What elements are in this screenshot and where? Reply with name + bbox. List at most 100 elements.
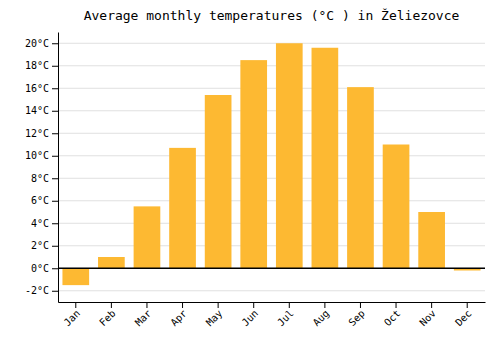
y-tick-label: 18°C bbox=[25, 60, 49, 71]
y-tick-label: 20°C bbox=[25, 38, 49, 49]
x-tick: Sep bbox=[346, 302, 367, 328]
x-tick-mark bbox=[253, 302, 254, 308]
x-tick-mark bbox=[218, 302, 219, 308]
y-tick-label: 2°C bbox=[31, 240, 49, 251]
title: Average monthly temperatures (°C ) in Že… bbox=[84, 8, 460, 23]
y-tick: 4°C bbox=[31, 218, 58, 229]
bar bbox=[383, 145, 410, 269]
zero-line bbox=[58, 268, 485, 270]
y-tick: 10°C bbox=[25, 150, 58, 161]
plot: -2°C 0°C 2°C 4°C 6°C 8°C 10°C 12°C 14°C 16°C 18°C 2… bbox=[25, 33, 486, 329]
x-tick-mark bbox=[431, 302, 432, 308]
y-tick-label: -2°C bbox=[25, 285, 49, 296]
y-tick-mark bbox=[52, 88, 58, 89]
y-tick-mark bbox=[52, 156, 58, 157]
x-tick-label: Oct bbox=[382, 308, 403, 329]
grid-line bbox=[58, 200, 485, 201]
x-tick-mark bbox=[75, 302, 76, 308]
y-tick-mark bbox=[52, 178, 58, 179]
bar bbox=[205, 95, 232, 268]
x-tick: Aug bbox=[311, 302, 332, 328]
bar bbox=[240, 60, 267, 268]
grid-line bbox=[58, 268, 485, 269]
y-tick: 12°C bbox=[25, 128, 58, 139]
x-tick-mark bbox=[111, 302, 112, 308]
y-tick-label: 0°C bbox=[31, 263, 49, 274]
y-tick-mark bbox=[52, 111, 58, 112]
x-tick-label: Jul bbox=[275, 308, 296, 329]
y-axis: -2°C 0°C 2°C 4°C 6°C 8°C 10°C 12°C 14°C 16°C 18°C 2… bbox=[25, 33, 59, 303]
x-tick-label: Jan bbox=[62, 308, 83, 329]
x-tick: May bbox=[204, 302, 225, 328]
x-tick-label: May bbox=[204, 308, 225, 329]
x-tick-mark bbox=[146, 302, 147, 308]
x-tick-mark bbox=[360, 302, 361, 308]
x-tick-label: Jun bbox=[240, 308, 261, 329]
x-tick-mark bbox=[182, 302, 183, 308]
x-axis: Jan Feb Mar Apr May Jun Jul Aug Sep Oct Nov Dec bbox=[59, 302, 486, 328]
y-tick-mark bbox=[52, 43, 58, 44]
bar bbox=[418, 212, 445, 268]
x-tick-label: Apr bbox=[168, 308, 189, 329]
grid-line bbox=[58, 155, 485, 156]
x-tick: Jun bbox=[240, 302, 261, 328]
y-tick-mark bbox=[52, 268, 58, 269]
chart-container: -2°C 0°C 2°C 4°C 6°C 8°C 10°C 12°C 14°C 16°C 18°C 2… bbox=[0, 0, 500, 350]
y-tick: 2°C bbox=[31, 240, 58, 251]
x-tick: Oct bbox=[382, 302, 403, 328]
y-tick-mark bbox=[52, 201, 58, 202]
y-axis-line bbox=[58, 33, 59, 303]
chart-svg: -2°C 0°C 2°C 4°C 6°C 8°C 10°C 12°C 14°C 16°C 18°C 2… bbox=[0, 0, 500, 350]
x-tick-mark bbox=[324, 302, 325, 308]
grid-line bbox=[58, 133, 485, 134]
y-tick-label: 6°C bbox=[31, 195, 49, 206]
bar bbox=[98, 257, 125, 268]
x-tick-label: Feb bbox=[97, 308, 118, 329]
bar bbox=[169, 148, 196, 268]
y-tick: 6°C bbox=[31, 195, 58, 206]
x-tick: Apr bbox=[168, 302, 189, 328]
y-tick-label: 8°C bbox=[31, 173, 49, 184]
bar bbox=[62, 268, 89, 285]
y-tick-mark bbox=[52, 133, 58, 134]
y-tick-label: 10°C bbox=[25, 150, 49, 161]
y-tick-label: 16°C bbox=[25, 83, 49, 94]
bar bbox=[312, 48, 339, 269]
y-tick: 8°C bbox=[31, 173, 58, 184]
x-tick: Jul bbox=[275, 302, 296, 328]
y-tick-mark bbox=[52, 246, 58, 247]
grid bbox=[58, 43, 485, 291]
x-tick: Jan bbox=[62, 302, 83, 328]
x-axis-line bbox=[59, 302, 486, 303]
grid-line bbox=[58, 110, 485, 111]
x-tick: Dec bbox=[453, 302, 474, 328]
grid-line bbox=[58, 43, 485, 44]
bar bbox=[347, 87, 374, 268]
y-tick-label: 14°C bbox=[25, 105, 49, 116]
y-tick: 18°C bbox=[25, 60, 58, 71]
bar bbox=[276, 43, 303, 268]
y-tick: -2°C bbox=[25, 285, 58, 296]
grid-line bbox=[58, 178, 485, 179]
x-tick-label: Sep bbox=[346, 308, 367, 329]
y-tick-label: 4°C bbox=[31, 218, 49, 229]
x-tick: Mar bbox=[133, 302, 154, 328]
grid-line bbox=[58, 65, 485, 66]
x-tick: Feb bbox=[97, 302, 118, 328]
grid-line bbox=[58, 88, 485, 89]
grid-line bbox=[58, 290, 485, 291]
y-tick-mark bbox=[52, 223, 58, 224]
x-tick-mark bbox=[467, 302, 468, 308]
y-tick-mark bbox=[52, 291, 58, 292]
bar bbox=[134, 206, 161, 268]
y-tick: 0°C bbox=[31, 263, 58, 274]
y-tick-label: 12°C bbox=[25, 128, 49, 139]
y-tick: 14°C bbox=[25, 105, 58, 116]
x-tick-label: Mar bbox=[133, 308, 154, 329]
x-tick-label: Dec bbox=[453, 308, 474, 329]
x-tick: Nov bbox=[417, 302, 438, 328]
x-tick-mark bbox=[289, 302, 290, 308]
x-tick-label: Nov bbox=[417, 308, 438, 329]
y-tick: 16°C bbox=[25, 83, 58, 94]
bars bbox=[62, 43, 480, 285]
